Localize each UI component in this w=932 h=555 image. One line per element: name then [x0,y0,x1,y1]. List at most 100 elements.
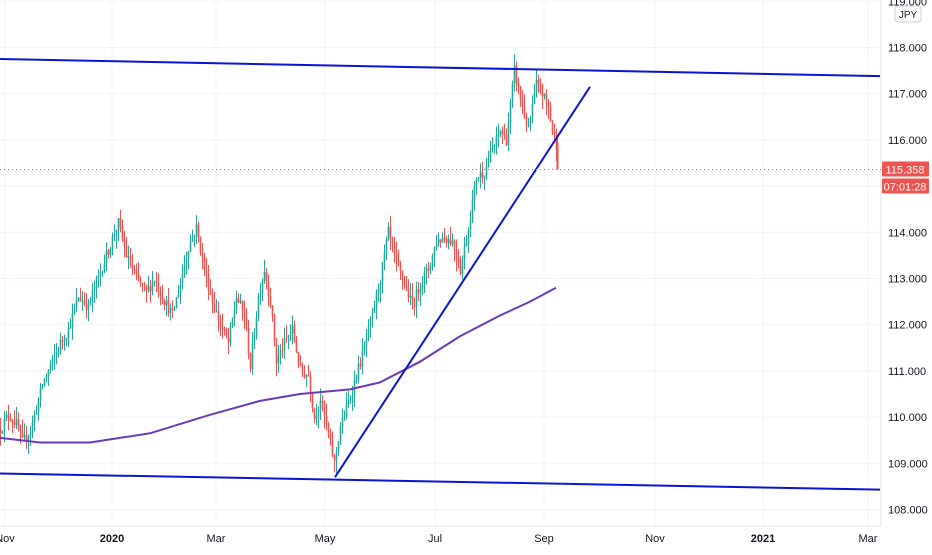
candle-body [127,255,130,258]
candle-body [489,150,492,163]
candle-body [111,236,114,249]
candle-body [417,289,420,293]
candle-body [35,412,38,415]
candle-body [271,305,274,317]
candle-body [399,265,402,272]
candle-body [53,355,56,358]
candle-body [365,339,368,346]
candle-body [81,301,84,303]
candle-body [197,224,200,238]
candle-body [463,246,466,260]
candle-body [101,272,104,274]
candle-body [349,398,352,402]
candle-body [521,99,524,107]
candle-body [179,284,182,295]
time-tick-label: Mar [207,533,226,545]
candle-body [269,296,272,306]
candle-body [545,93,548,103]
candle-body [479,172,482,178]
candle-body [131,265,134,269]
candle-body [279,350,282,357]
candle-body [345,404,348,417]
time-axis[interactable]: Nov 2020 Mar May Jul Sep Nov 2021 Mar [0,533,878,545]
candle-body [393,243,396,254]
trendlines-layer[interactable] [0,58,881,491]
candle-body [549,107,552,121]
candle-body [457,258,460,266]
candle-body [543,93,546,97]
time-tick-label: May [315,533,336,545]
candle-body [447,239,450,244]
candle-body [227,336,230,343]
candle-body [219,320,222,326]
candle-body [263,272,266,281]
candle-body [357,363,360,381]
last-price-value: 115.358 [886,165,925,177]
candle-body [473,185,476,201]
candle-body [151,281,154,292]
candle-body [397,259,400,266]
candle-body [319,400,322,410]
candle-body [31,422,34,434]
candle-body [15,419,18,426]
candle-body [203,256,206,271]
trendline-upper-channel[interactable] [0,58,881,78]
candle-body [363,345,366,351]
candle-body [161,296,164,302]
candle-body [25,434,28,442]
candle-body [117,218,120,231]
candle-body [301,365,304,373]
trendline-lower-channel[interactable] [0,472,881,491]
candle-body [247,328,250,354]
candle-body [5,414,8,419]
candle-body [277,356,280,364]
candle-body [419,288,422,293]
candle-body [55,352,58,356]
candle-body [245,317,248,329]
candle-body [113,235,116,237]
candle-body [59,339,62,352]
candle-body [323,402,326,416]
candle-body [287,335,290,339]
price-tick-label: 113.000 [888,274,927,286]
candle-body [249,353,252,369]
candle-body [395,253,398,260]
candle-body [231,318,234,327]
candle-body [355,380,358,382]
candle-body [167,300,170,314]
candle-body [87,301,90,310]
candle-body [335,451,338,461]
trendline-rising-support[interactable] [334,86,591,478]
candle-body [251,343,254,369]
candle-body [183,265,186,275]
time-tick-label: Jul [428,533,442,545]
time-tick-label: 2020 [100,533,124,545]
candle-body [499,131,502,135]
candle-body [103,263,106,273]
candle-body [529,118,532,126]
candle-body [523,106,526,117]
candle-body [201,252,204,257]
candle-body [285,337,288,339]
currency-badge[interactable]: JPY [894,5,922,23]
candle-body [525,116,528,126]
candle-body [487,162,490,167]
candle-body [471,200,474,221]
moving-average-line [0,286,557,444]
price-tick-label: 114.000 [888,227,927,239]
candle-body [337,442,340,452]
moving-average-layer [0,286,557,444]
candle-body [3,418,6,431]
candle-body [159,291,162,297]
candle-body [503,134,506,136]
candle-body [89,300,92,302]
candle-body [403,279,406,285]
candle-body [85,304,88,310]
candle-body [423,272,426,284]
candle-body [7,414,10,418]
candle-body [61,339,64,342]
candle-body [341,417,344,427]
candle-body [537,79,540,84]
